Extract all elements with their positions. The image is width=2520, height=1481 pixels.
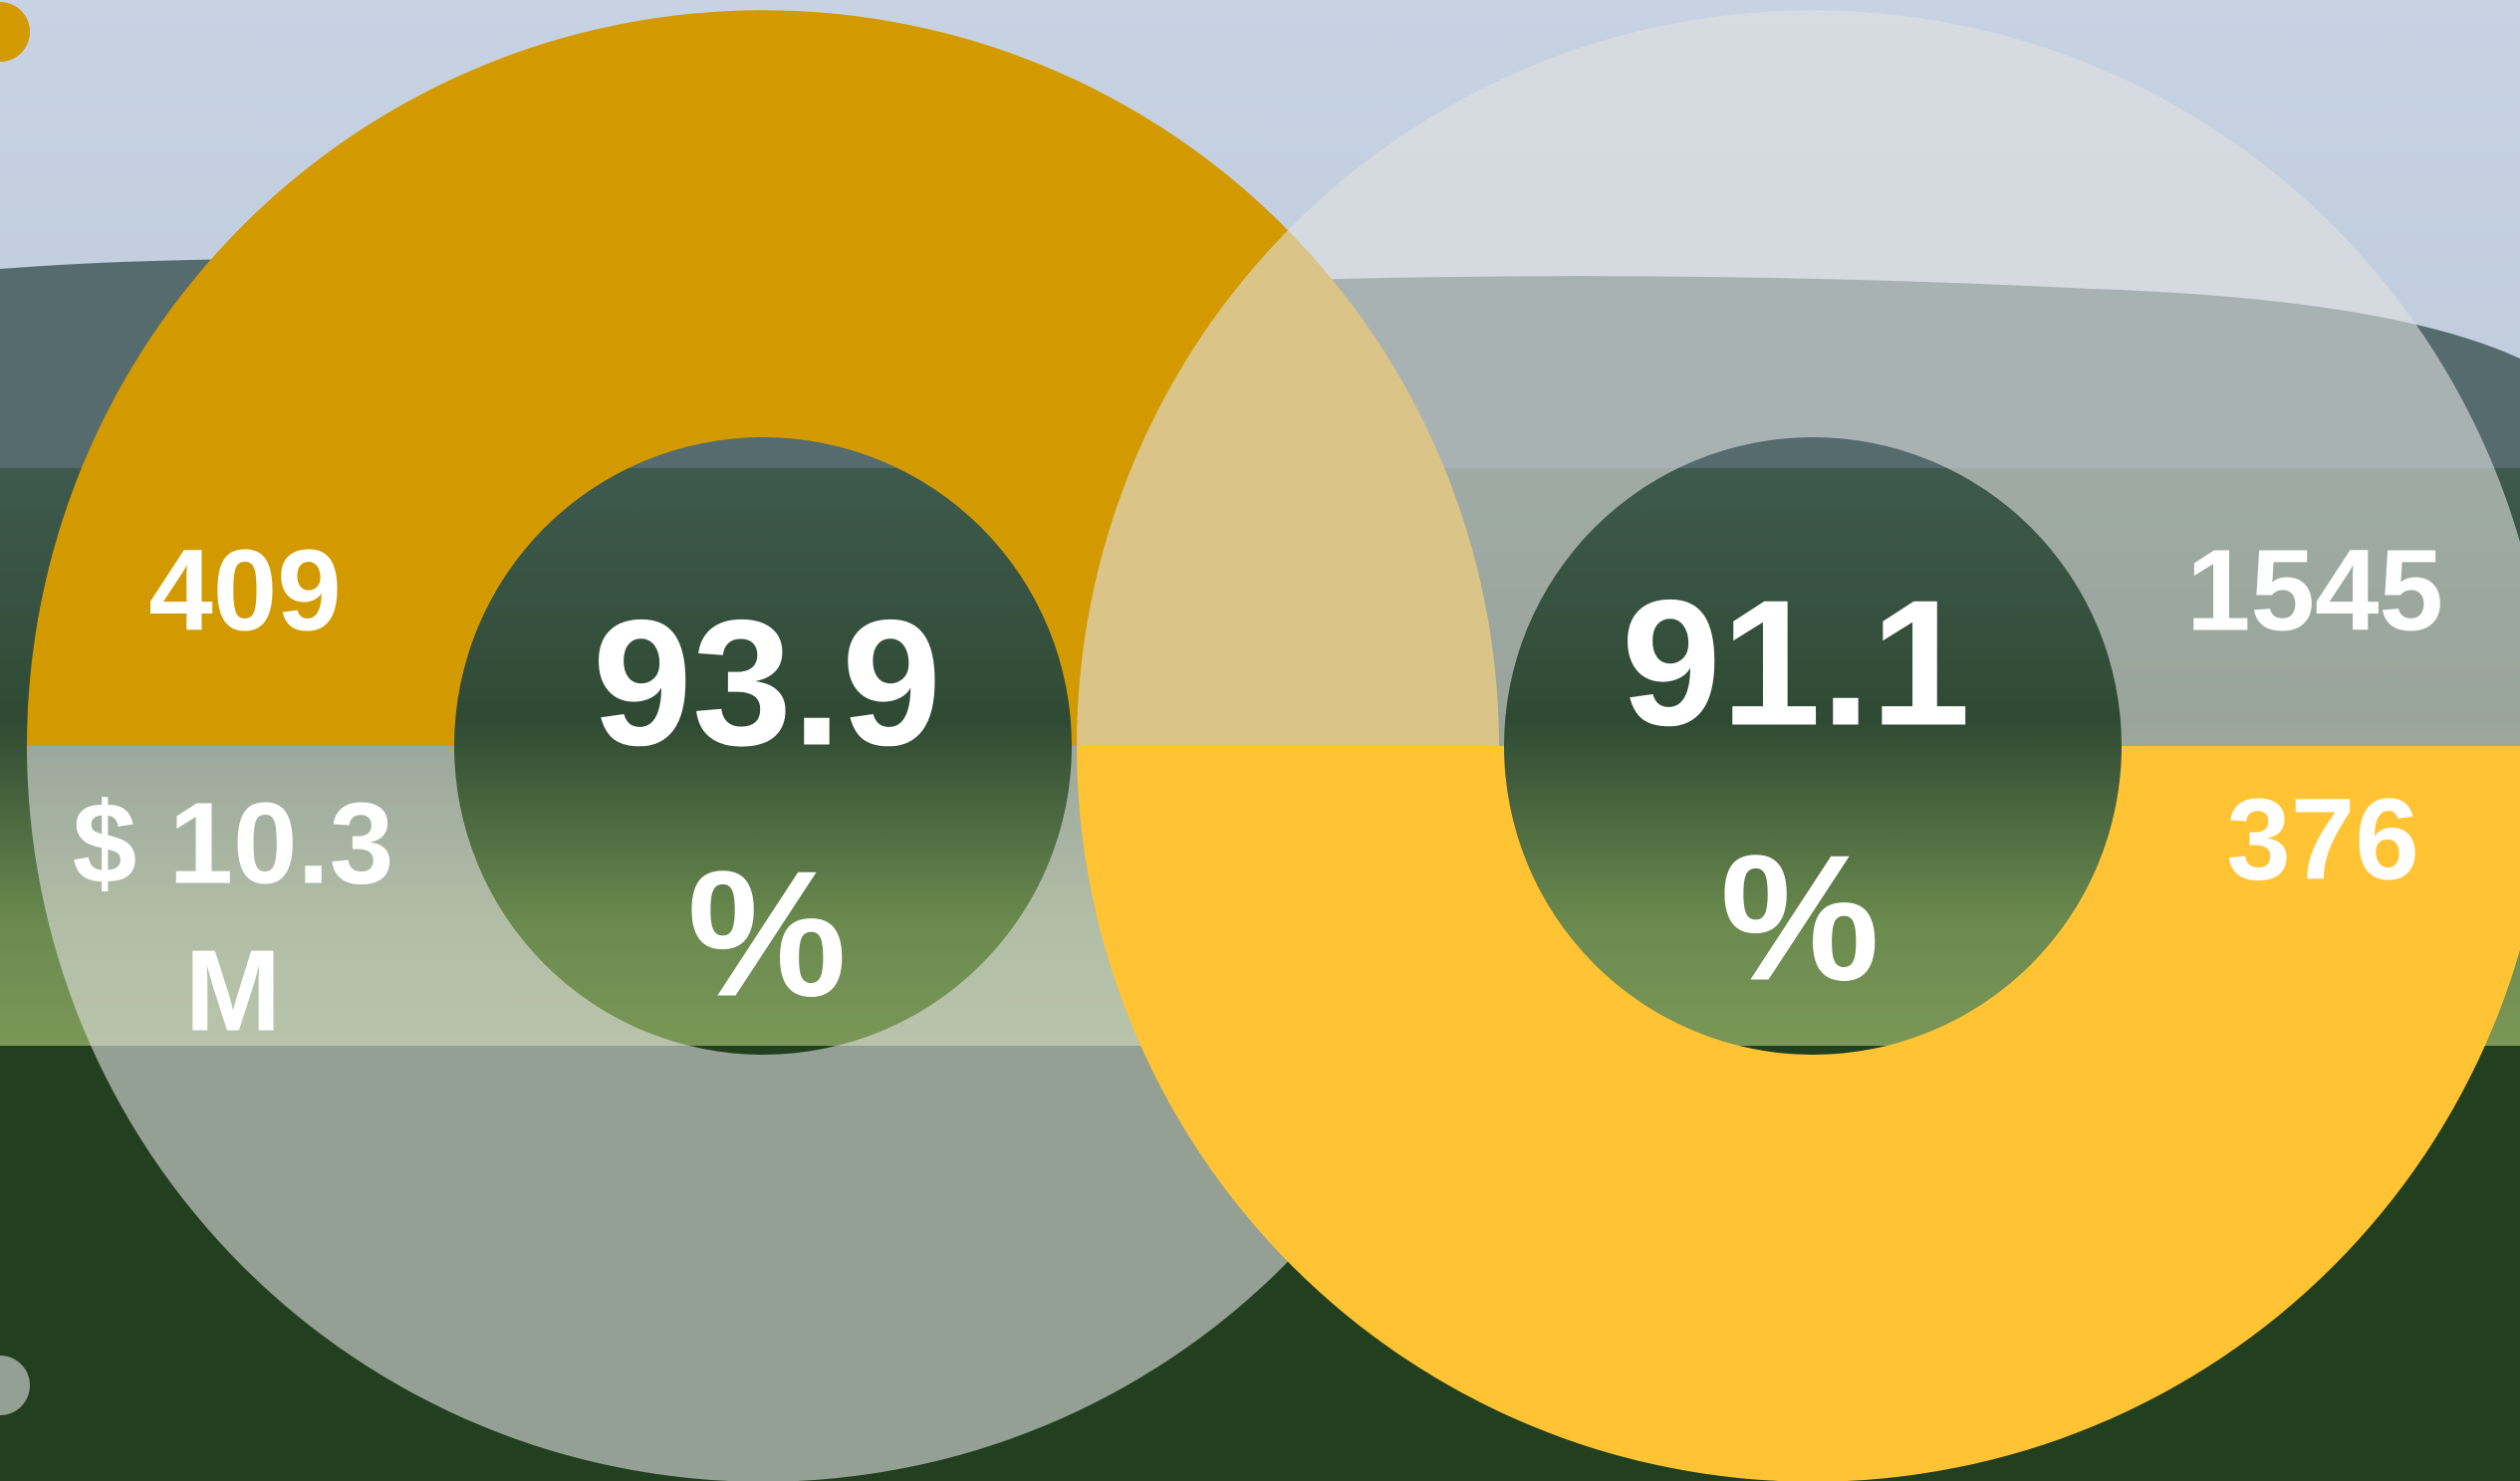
right-center-value: 91.1 xyxy=(1622,564,1970,764)
right-center-unit: % xyxy=(1720,819,1880,1019)
right-bottom-label: 376 xyxy=(2226,775,2419,904)
ring-decor xyxy=(0,2,2520,1481)
left-bottom-label: M xyxy=(185,926,282,1056)
left-center-value: 93.9 xyxy=(593,584,941,784)
right-top-label: 1545 xyxy=(2186,526,2443,655)
left-top-label: 409 xyxy=(148,526,342,655)
left-center-unit: % xyxy=(687,835,847,1035)
infographic: 409 $ 10.3 M 93.9 % 91.1 % 1545 376 xyxy=(0,0,2520,1481)
left-bottom-label: $ 10.3 xyxy=(73,779,394,908)
page: 409 $ 10.3 M 93.9 % 91.1 % 1545 376 (() … xyxy=(0,0,2520,1481)
